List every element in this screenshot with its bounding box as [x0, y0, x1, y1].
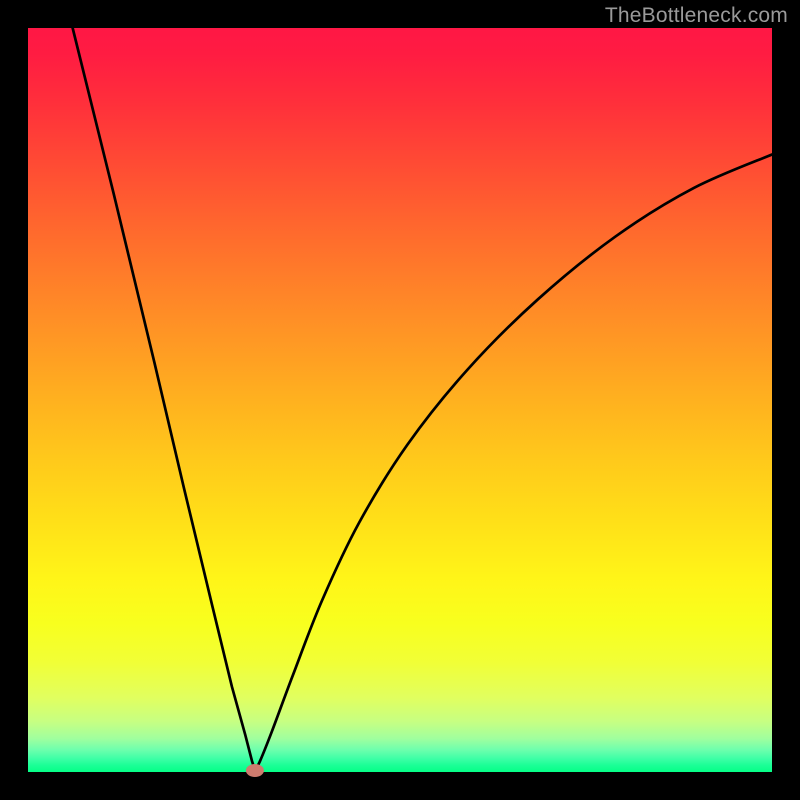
- watermark-text: TheBottleneck.com: [605, 4, 788, 28]
- chart-frame: TheBottleneck.com: [0, 0, 800, 800]
- bottleneck-chart: [0, 0, 800, 800]
- gradient-background: [28, 28, 772, 772]
- optimal-point-marker: [246, 764, 264, 777]
